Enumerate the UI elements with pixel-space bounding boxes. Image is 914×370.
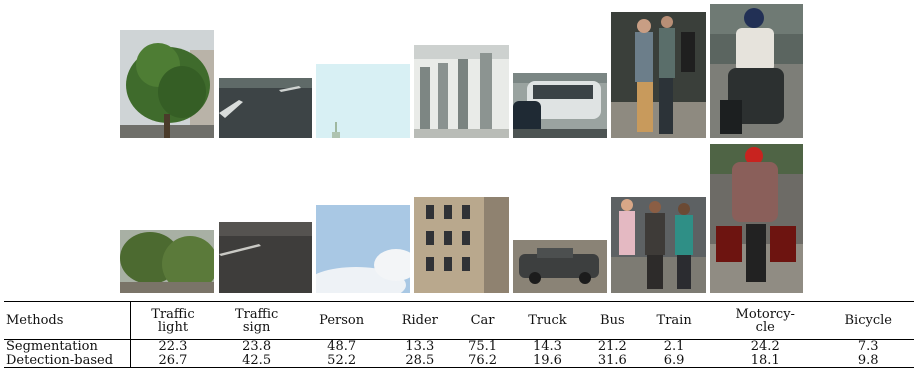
value-cell: 22.3	[158, 339, 188, 355]
column-header-person: Person	[298, 301, 385, 340]
real-bus-image	[710, 4, 803, 138]
method-cell: Detection-based	[4, 353, 131, 368]
table-row: Segmentation 22.3 23.8 48.7 13.3 75.1 14…	[4, 339, 914, 355]
column-header-car: Car	[454, 301, 511, 340]
synthetic-rider-image	[414, 197, 509, 293]
real-truck-image	[611, 12, 706, 138]
value-cell: 19.6	[510, 353, 585, 368]
column-header-truck: Truck	[510, 301, 585, 340]
value-cell: 42.5	[214, 353, 299, 368]
real-rider-image	[414, 45, 509, 138]
value-cell: 9.8	[822, 353, 914, 368]
real-car-image	[513, 73, 607, 138]
column-header-bicycle: Bicycle	[822, 301, 914, 340]
column-header-line: Rider	[401, 313, 438, 328]
value-cell: 76.2	[454, 353, 511, 368]
value-cell: 14.3	[532, 339, 562, 355]
column-header-line: Person	[319, 313, 365, 328]
synthetic-person-image	[316, 205, 410, 293]
value-cell: 13.3	[405, 339, 435, 355]
column-header-line: Train	[656, 313, 692, 328]
column-header-motorcycle: Motorcy-cle	[708, 301, 823, 340]
value-cell: 31.6	[584, 353, 641, 368]
column-header-traffic-light: Traffic light	[130, 301, 215, 340]
methods-column-header: Methods	[4, 301, 131, 340]
column-header-line: Car	[470, 313, 495, 328]
value-cell: 48.7	[327, 339, 357, 355]
column-header-line: sign	[242, 319, 271, 335]
column-header-line: Bicycle	[844, 313, 892, 328]
value-cell: 28.5	[384, 353, 455, 368]
synthetic-traffic-light-image	[120, 230, 214, 293]
table-header-row: Methods Traffic light Traffic sign Person …	[4, 301, 914, 340]
real-traffic-sign-image	[219, 78, 312, 138]
value-cell: 7.3	[857, 339, 879, 355]
value-cell: 52.2	[298, 353, 385, 368]
column-header-line: Traffic	[151, 306, 195, 322]
synthetic-truck-image	[611, 197, 706, 293]
column-header-line: Truck	[528, 313, 567, 328]
results-table: Methods Traffic light Traffic sign Person …	[4, 301, 914, 368]
real-person-image	[316, 64, 410, 138]
value-cell: 2.1	[663, 339, 685, 355]
column-header-rider: Rider	[384, 301, 455, 340]
synthetic-bus-image	[710, 144, 803, 293]
column-header-traffic-sign: Traffic sign	[214, 301, 299, 340]
value-cell: 18.1	[708, 353, 823, 368]
value-cell: 75.1	[468, 339, 498, 355]
column-header-line: Motorcy-	[735, 306, 795, 322]
value-cell: 23.8	[242, 339, 272, 355]
value-cell: 24.2	[750, 339, 780, 355]
value-cell: 21.2	[597, 339, 627, 355]
real-traffic-light-image	[120, 30, 214, 138]
column-header-line: Bus	[600, 313, 625, 328]
value-cell: 6.9	[640, 353, 708, 368]
synthetic-traffic-sign-image	[219, 222, 312, 293]
column-header-train: Train	[640, 301, 708, 340]
value-cell: 26.7	[130, 353, 215, 368]
column-header-bus: Bus	[584, 301, 641, 340]
method-cell: Segmentation	[4, 339, 131, 354]
column-header-line: Traffic	[234, 306, 279, 322]
column-header-line: cle	[755, 319, 775, 335]
table-row: Detection-based 26.7 42.5 52.2 28.5 76.2…	[4, 353, 914, 368]
column-header-line: light	[157, 319, 189, 335]
synthetic-car-image	[513, 240, 607, 293]
